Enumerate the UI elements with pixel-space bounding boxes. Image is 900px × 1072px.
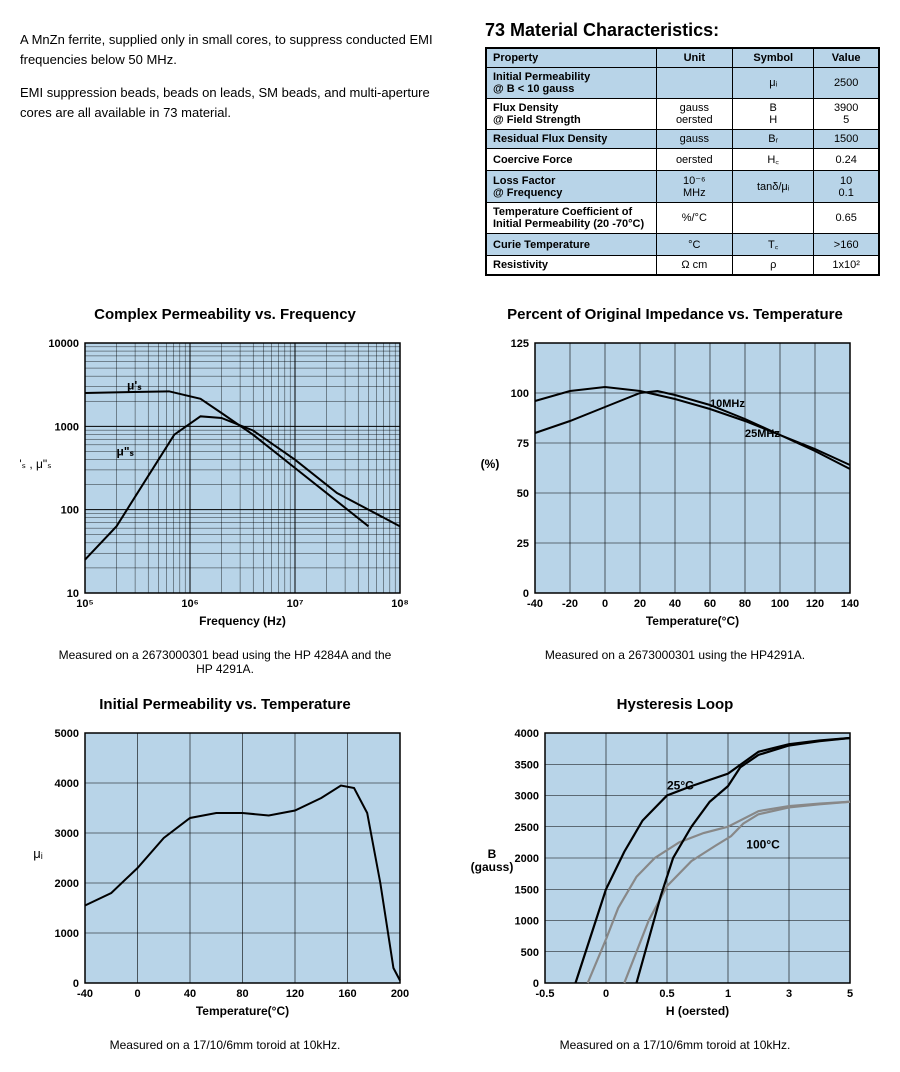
- chart-impedance-temperature: Percent of Original Impedance vs. Temper…: [470, 306, 880, 676]
- svg-text:1: 1: [725, 988, 731, 1000]
- svg-text:25: 25: [517, 538, 529, 550]
- svg-text:0: 0: [523, 588, 529, 600]
- svg-text:3000: 3000: [515, 791, 539, 803]
- svg-text:10MHz: 10MHz: [710, 398, 745, 410]
- svg-text:0: 0: [73, 978, 79, 990]
- svg-text:120: 120: [806, 598, 824, 610]
- svg-text:B(gauss): B(gauss): [471, 847, 514, 874]
- svg-text:Temperature(°C): Temperature(°C): [196, 1004, 289, 1018]
- svg-text:3: 3: [786, 988, 792, 1000]
- svg-text:μ'ₛ: μ'ₛ: [127, 379, 142, 393]
- svg-text:40: 40: [669, 598, 681, 610]
- characteristics-table: PropertyUnitSymbolValueInitial Permeabil…: [485, 47, 880, 276]
- chart-complex-permeability: Complex Permeability vs. Frequency 10⁵10…: [20, 306, 430, 676]
- svg-text:1000: 1000: [55, 421, 79, 433]
- svg-text:3000: 3000: [55, 828, 79, 840]
- table-title: 73 Material Characteristics:: [485, 20, 880, 41]
- svg-text:100°C: 100°C: [746, 838, 780, 852]
- svg-text:0: 0: [533, 978, 539, 990]
- svg-text:μ"ₛ: μ"ₛ: [117, 445, 135, 459]
- svg-text:1000: 1000: [515, 916, 539, 928]
- svg-text:0: 0: [602, 598, 608, 610]
- svg-text:100: 100: [61, 505, 79, 517]
- chart4-caption: Measured on a 17/10/6mm toroid at 10kHz.: [470, 1038, 880, 1052]
- chart1-caption: Measured on a 2673000301 bead using the …: [20, 648, 430, 676]
- intro-text: A MnZn ferrite, supplied only in small c…: [20, 20, 465, 276]
- intro-p2: EMI suppression beads, beads on leads, S…: [20, 83, 465, 122]
- svg-text:2500: 2500: [515, 822, 539, 834]
- svg-text:2000: 2000: [55, 878, 79, 890]
- svg-text:5000: 5000: [55, 728, 79, 740]
- svg-text:-40: -40: [527, 598, 543, 610]
- chart-hysteresis: Hysteresis Loop -0.500.51350500100015002…: [470, 696, 880, 1052]
- svg-text:0: 0: [603, 988, 609, 1000]
- svg-text:μ'ₛ , μ"ₛ: μ'ₛ , μ"ₛ: [20, 457, 52, 471]
- chart1-svg: 10⁵10⁶10⁷10⁸10100100010000μ'ₛμ"ₛFrequenc…: [20, 333, 420, 633]
- svg-text:0.5: 0.5: [659, 988, 674, 1000]
- svg-text:40: 40: [184, 988, 196, 1000]
- svg-text:(%): (%): [481, 457, 500, 471]
- svg-text:4000: 4000: [55, 778, 79, 790]
- chart4-title: Hysteresis Loop: [470, 696, 880, 713]
- svg-text:10: 10: [67, 588, 79, 600]
- svg-text:-40: -40: [77, 988, 93, 1000]
- svg-text:1000: 1000: [55, 928, 79, 940]
- svg-text:Frequency (Hz): Frequency (Hz): [199, 614, 286, 628]
- svg-text:1500: 1500: [515, 884, 539, 896]
- svg-text:5: 5: [847, 988, 853, 1000]
- svg-text:125: 125: [511, 338, 529, 350]
- svg-text:Temperature(°C): Temperature(°C): [646, 614, 739, 628]
- svg-text:4000: 4000: [515, 728, 539, 740]
- svg-text:3500: 3500: [515, 759, 539, 771]
- svg-text:0: 0: [134, 988, 140, 1000]
- svg-text:100: 100: [771, 598, 789, 610]
- svg-text:10⁶: 10⁶: [181, 598, 198, 610]
- svg-text:140: 140: [841, 598, 859, 610]
- svg-text:10⁷: 10⁷: [287, 598, 304, 610]
- svg-text:H (oersted): H (oersted): [666, 1004, 729, 1018]
- chart1-title: Complex Permeability vs. Frequency: [20, 306, 430, 323]
- svg-text:100: 100: [511, 388, 529, 400]
- chart-initial-permeability: Initial Permeability vs. Temperature -40…: [20, 696, 430, 1052]
- chart2-svg: -40 -20 0 20 40 60 80 100 120 140 0 25 50 75 100 125 10M…: [470, 333, 870, 633]
- svg-text:μᵢ: μᵢ: [33, 846, 43, 861]
- svg-text:60: 60: [704, 598, 716, 610]
- svg-text:-20: -20: [562, 598, 578, 610]
- svg-text:500: 500: [521, 947, 539, 959]
- chart2-title: Percent of Original Impedance vs. Temper…: [470, 306, 880, 323]
- svg-text:10⁸: 10⁸: [391, 598, 408, 610]
- intro-p1: A MnZn ferrite, supplied only in small c…: [20, 30, 465, 69]
- svg-text:80: 80: [236, 988, 248, 1000]
- svg-text:20: 20: [634, 598, 646, 610]
- svg-text:75: 75: [517, 438, 529, 450]
- chart2-caption: Measured on a 2673000301 using the HP429…: [470, 648, 880, 662]
- chart3-caption: Measured on a 17/10/6mm toroid at 10kHz.: [20, 1038, 430, 1052]
- chart4-svg: -0.500.513505001000150020002500300035004…: [470, 723, 870, 1023]
- svg-text:2000: 2000: [515, 853, 539, 865]
- chart3-title: Initial Permeability vs. Temperature: [20, 696, 430, 713]
- characteristics-table-block: 73 Material Characteristics: PropertyUni…: [485, 20, 880, 276]
- svg-text:200: 200: [391, 988, 409, 1000]
- svg-text:160: 160: [338, 988, 356, 1000]
- svg-text:50: 50: [517, 488, 529, 500]
- chart3-svg: -4004080120160200010002000300040005000Te…: [20, 723, 420, 1023]
- svg-text:120: 120: [286, 988, 304, 1000]
- svg-text:25°C: 25°C: [667, 778, 694, 792]
- svg-text:80: 80: [739, 598, 751, 610]
- svg-text:25MHz: 25MHz: [745, 428, 780, 440]
- svg-text:10000: 10000: [48, 338, 79, 350]
